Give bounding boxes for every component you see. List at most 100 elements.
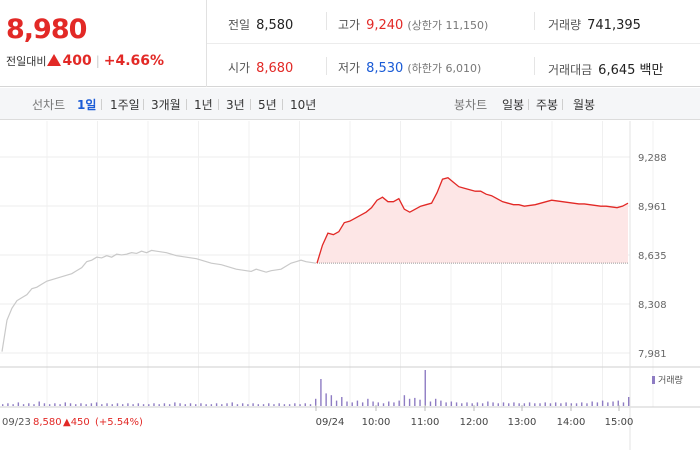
volume-bar bbox=[356, 400, 359, 406]
quote-panel: 8,980 전일대비 400 | +4.66% 전일 8,580 고가 9,240 (상한가… bbox=[0, 0, 700, 87]
prev-day-close: 8,580 bbox=[33, 417, 62, 428]
tab-weekly[interactable]: 주봉 bbox=[536, 98, 559, 112]
volume-bar bbox=[148, 404, 150, 406]
y-tick-label: 9,288 bbox=[638, 153, 667, 164]
chart-period-tabs: 선차트 1일 1주일 3개월 1년 3년 5년 10년 봉차트 일봉 주봉 월봉 bbox=[0, 88, 700, 120]
divider bbox=[326, 57, 327, 75]
volume-bar bbox=[288, 404, 291, 406]
volume-bar bbox=[299, 404, 301, 406]
volume-bar bbox=[628, 397, 630, 406]
tab-10y[interactable]: 10년 bbox=[290, 98, 317, 112]
prev-day-series bbox=[1, 249, 317, 352]
divider bbox=[326, 12, 327, 30]
prev-day-date: 09/23 bbox=[2, 417, 31, 428]
volume-bar bbox=[80, 403, 82, 406]
x-tick-label: 11:00 bbox=[411, 417, 440, 428]
volume-bar bbox=[382, 403, 385, 406]
volume-bar bbox=[528, 402, 531, 406]
volume-bar bbox=[22, 404, 25, 406]
volume-bar bbox=[257, 404, 260, 406]
volume-bar bbox=[210, 404, 213, 406]
volume-bar bbox=[28, 403, 30, 406]
volume-bar bbox=[189, 403, 192, 406]
volume-legend: 거래량 bbox=[652, 374, 683, 386]
volume-bar bbox=[518, 403, 520, 406]
volume-bar bbox=[434, 398, 437, 406]
volume-bar bbox=[17, 402, 20, 406]
x-tick-label: 12:00 bbox=[460, 417, 489, 428]
tab-monthly[interactable]: 월봉 bbox=[573, 98, 596, 112]
tab-3y[interactable]: 3년 bbox=[226, 98, 245, 112]
volume-bar bbox=[64, 402, 66, 406]
volume-label: 거래량 bbox=[548, 18, 582, 32]
volume-bar bbox=[586, 403, 588, 406]
tab-daily[interactable]: 일봉 bbox=[502, 98, 525, 112]
tab-1y[interactable]: 1년 bbox=[194, 98, 213, 112]
volume-bar bbox=[534, 403, 536, 406]
volume-bar bbox=[466, 402, 468, 406]
volume-bar bbox=[440, 400, 442, 406]
volume-bar bbox=[419, 399, 421, 406]
volume-bar bbox=[330, 395, 333, 406]
chart-canvas[interactable]: 9,288 8,961 8,635 8,308 7,981 09/24 10:00 11:0… bbox=[0, 121, 700, 450]
volume-bar bbox=[273, 404, 275, 406]
divider bbox=[528, 99, 529, 110]
volume-bar bbox=[513, 402, 515, 406]
open-value: 8,680 bbox=[256, 61, 294, 76]
open-label: 시가 bbox=[228, 61, 251, 75]
volume-bar bbox=[320, 379, 322, 406]
volume-bar bbox=[283, 404, 286, 406]
divider bbox=[186, 99, 187, 110]
volume-bar bbox=[215, 403, 218, 406]
prev-day-pct: (+5.54%) bbox=[95, 417, 143, 428]
divider bbox=[218, 99, 219, 110]
volume-bar bbox=[75, 404, 77, 406]
divider bbox=[250, 99, 251, 110]
volume-legend-label: 거래량 bbox=[658, 374, 683, 386]
volume-bar bbox=[2, 404, 4, 406]
volume-bar bbox=[487, 401, 489, 406]
volume-bar bbox=[101, 404, 103, 406]
volume-bar bbox=[252, 403, 254, 406]
volume-bar bbox=[69, 403, 72, 406]
high-value: 9,240 bbox=[366, 18, 404, 33]
volume-bar bbox=[424, 370, 426, 406]
line-chart-label: 선차트 bbox=[32, 98, 66, 112]
today-series bbox=[316, 176, 629, 264]
trade-value-label: 거래대금 bbox=[548, 63, 593, 77]
volume-bar bbox=[278, 403, 280, 406]
volume-bar bbox=[549, 403, 552, 406]
volume-bar bbox=[132, 404, 134, 406]
volume-bar bbox=[116, 403, 119, 406]
volume-bar bbox=[54, 403, 56, 406]
volume-bar bbox=[304, 403, 306, 406]
high-cell: 고가 9,240 (상한가 11,150) bbox=[338, 16, 488, 33]
volume-bar bbox=[184, 404, 186, 406]
volume-bar bbox=[508, 403, 510, 406]
volume-bar bbox=[174, 402, 176, 406]
volume-bar bbox=[523, 403, 526, 406]
volume-bar bbox=[502, 402, 505, 406]
volume-bar bbox=[581, 402, 583, 406]
volume-bar bbox=[497, 403, 499, 406]
tab-1d[interactable]: 1일 bbox=[77, 98, 97, 112]
volume-bar bbox=[127, 403, 129, 406]
volume-bar bbox=[179, 403, 181, 406]
volume-bar bbox=[59, 404, 61, 406]
volume-bar bbox=[315, 398, 317, 406]
volume-bar bbox=[372, 401, 374, 406]
divider bbox=[534, 12, 535, 30]
tab-1w[interactable]: 1주일 bbox=[110, 98, 140, 112]
price-chart[interactable]: 9,288 8,961 8,635 8,308 7,981 09/24 10:00 11:0… bbox=[0, 121, 700, 450]
volume-bar bbox=[554, 402, 557, 406]
change-amount: 400 bbox=[62, 53, 92, 69]
x-tick-label: 09/24 bbox=[316, 417, 345, 428]
y-tick-label: 8,635 bbox=[638, 251, 667, 262]
divider bbox=[101, 99, 102, 110]
tab-5y[interactable]: 5년 bbox=[258, 98, 277, 112]
prev-day-line bbox=[1, 249, 317, 352]
volume-bar bbox=[607, 402, 609, 406]
volume-bar bbox=[325, 393, 327, 406]
volume-legend-swatch bbox=[652, 376, 655, 384]
tab-3m[interactable]: 3개월 bbox=[151, 98, 181, 112]
